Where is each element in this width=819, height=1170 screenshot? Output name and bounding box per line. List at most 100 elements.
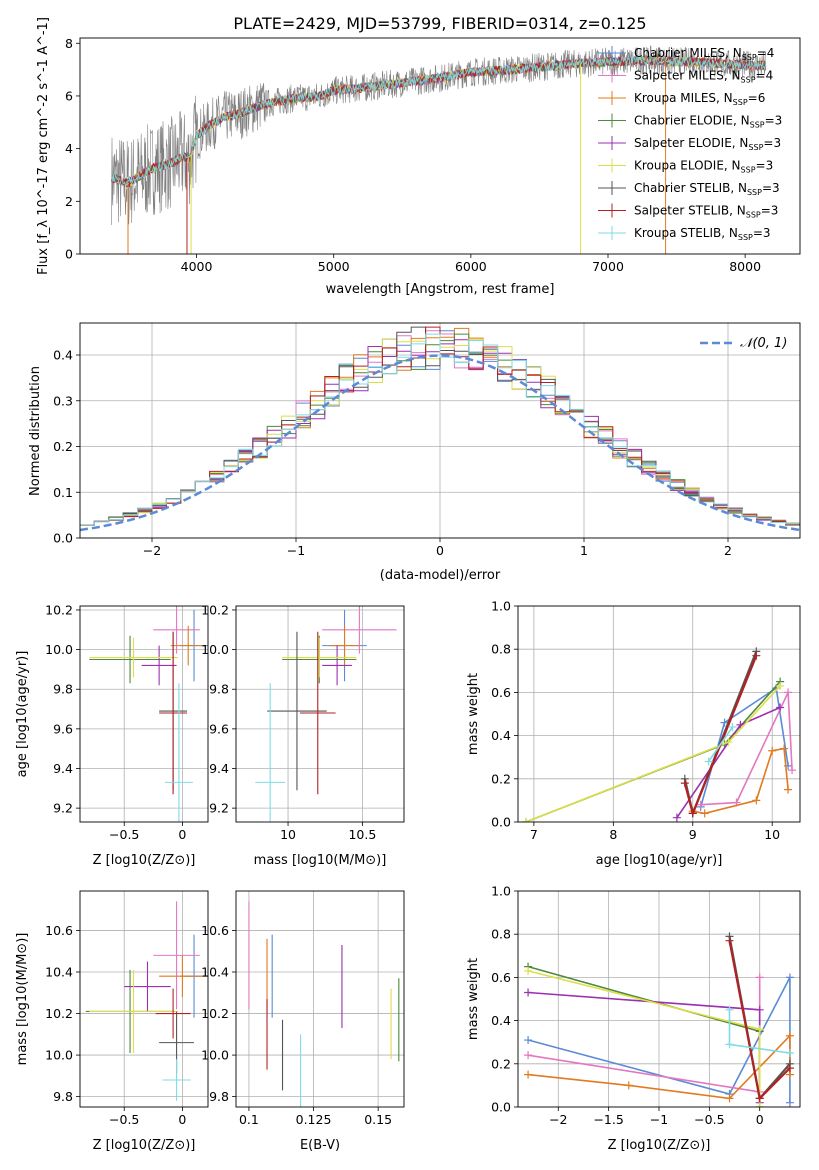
x-tick-label: −0.5 (109, 1112, 139, 1127)
x-tick-label: 6000 (455, 259, 487, 274)
y-axis-label: mass [log10(M/M⊙)] (15, 933, 30, 1066)
x-tick-label: 0.125 (296, 1112, 332, 1127)
y-tick-label: 0.0 (491, 1100, 511, 1115)
x-tick-label: 0 (436, 543, 444, 558)
y-tick-label: 10.0 (45, 642, 73, 657)
series-kroupa-stelib (707, 726, 734, 762)
axes-frame (235, 605, 405, 823)
y-tick-label: 0.4 (53, 348, 73, 363)
y-tick-label: 0.8 (491, 927, 511, 942)
y-tick-label: 10.2 (45, 1006, 73, 1021)
y-tick-label: 4 (65, 141, 73, 156)
legend-entry: Salpeter MILES, NSSP=4 (634, 69, 773, 85)
marker-kroupa-miles (700, 809, 709, 818)
axes-frame (517, 605, 801, 823)
y-axis-label: Normed distribution (28, 366, 43, 496)
y-tick-label: 9.8 (53, 682, 73, 697)
x-tick-label: 4000 (181, 259, 213, 274)
marker-salpeter-elodie (672, 813, 681, 822)
x-tick-label: 2 (724, 543, 732, 558)
y-tick-label: 10.4 (201, 965, 229, 980)
marker-salpeter-stelib (680, 779, 689, 788)
y-tick-label: 2 (65, 194, 73, 209)
plot-area (236, 606, 404, 822)
legend-entry: Salpeter ELODIE, NSSP=3 (634, 136, 781, 152)
model-kroupa-stelib (111, 54, 767, 188)
x-axis-label: E(B-V) (300, 1138, 340, 1153)
x-axis-label: Z [log10(Z/Z⊙)] (93, 853, 196, 868)
x-tick-label: 9 (689, 827, 697, 842)
y-axis-label: age [log10(age/yr)] (15, 651, 30, 778)
y-tick-label: 10.6 (201, 923, 229, 938)
x-tick-label: 10 (280, 827, 296, 842)
x-tick-label: −2 (549, 1112, 567, 1127)
marker-salpeter-miles (755, 973, 764, 982)
gaussian-curve (80, 354, 800, 532)
x-axis-label: (data-model)/error (380, 568, 501, 583)
plot-area (80, 323, 800, 538)
marker-kroupa-stelib (785, 1049, 794, 1057)
x-tick-label: −0.5 (694, 1112, 724, 1127)
chart-spectrum: 4000 5000 6000 7000 8000 0 2 4 6 8 wavelength [Ang… (36, 17, 801, 297)
x-tick-label: −1.5 (593, 1112, 623, 1127)
x-tick-label: 1 (580, 543, 588, 558)
x-tick-label: 7000 (592, 259, 624, 274)
y-tick-label: 0.0 (491, 815, 511, 830)
y-tick-label: 0.1 (53, 485, 73, 500)
axes-frame (79, 605, 209, 823)
y-tick-label: 10.6 (45, 923, 73, 938)
y-tick-label: 10.2 (45, 602, 73, 617)
y-tick-label: 10.0 (201, 1048, 229, 1063)
axes-frame (79, 322, 801, 539)
marker-chabrier-miles (785, 1098, 794, 1107)
plot-area (111, 45, 767, 254)
y-tick-label: 0.6 (491, 685, 511, 700)
legend-entry: Kroupa ELODIE, NSSP=3 (634, 159, 773, 175)
axes-frame (79, 890, 209, 1108)
y-tick-label: 9.2 (53, 801, 73, 816)
marker-salpeter-miles (696, 800, 705, 809)
marker-kroupa-miles (624, 1081, 633, 1090)
x-tick-label: −0.5 (109, 827, 139, 842)
y-tick-label: 1.0 (491, 599, 511, 614)
series-kroupa-elodie (525, 685, 781, 822)
y-tick-label: 10.2 (201, 1006, 229, 1021)
marker-kroupa-stelib (725, 1005, 734, 1014)
x-axis-label: mass [log10(M/M⊙)] (254, 853, 387, 868)
chart-residuals: −2 −1 0 1 2 0.0 0.1 0.2 0.3 0.4 𝒩(0, 1) (data-model… (28, 322, 801, 583)
marker-kroupa-miles (780, 744, 789, 753)
y-tick-label: 0.2 (53, 439, 73, 454)
marker-kroupa-miles (784, 785, 793, 794)
plot-area (518, 606, 800, 822)
marker-salpeter-stelib (755, 1094, 764, 1103)
y-tick-label: 9.2 (209, 801, 229, 816)
y-tick-label: 0.2 (491, 771, 511, 786)
x-axis-label: Z [log10(Z/Z⊙)] (93, 1138, 196, 1153)
plot-area (80, 891, 208, 1107)
y-axis-label: mass weight (466, 958, 481, 1040)
marker-salpeter-miles (788, 766, 797, 775)
axes-frame (517, 890, 801, 1108)
legend-entry: Chabrier STELIB, NSSP=3 (634, 181, 780, 197)
marker-salpeter-stelib (785, 1064, 794, 1073)
marker-kroupa-stelib (725, 1040, 734, 1049)
legend-entry: Chabrier MILES, NSSP=4 (634, 46, 774, 62)
marker-kroupa-elodie (755, 1103, 764, 1107)
x-tick-label: 8000 (729, 259, 761, 274)
legend-entry: Kroupa MILES, NSSP=6 (634, 91, 765, 107)
x-tick-label: 0 (178, 827, 186, 842)
marker-kroupa-stelib (728, 722, 737, 731)
y-tick-label: 0.6 (491, 970, 511, 985)
chart-mass-vs-Z: −0.5 0 9.8 10.0 10.2 10.4 10.6 Z [log10(Z/Z⊙)] m… (15, 890, 209, 1153)
marker-salpeter-miles (524, 1051, 533, 1060)
y-tick-label: 0.4 (491, 728, 511, 743)
marker-salpeter-stelib (725, 936, 734, 945)
y-tick-label: 10.2 (201, 602, 229, 617)
chart-mass-vs-EBV: 0.1 0.125 0.15 9.8 10.0 10.2 10.4 10.6 E(B-V) (201, 890, 405, 1153)
marker-kroupa-elodie (524, 966, 533, 975)
x-tick-label: 10 (764, 827, 780, 842)
marker-kroupa-elodie (755, 1025, 764, 1034)
marker-salpeter-stelib (752, 651, 761, 660)
y-tick-label: 0.8 (491, 642, 511, 657)
